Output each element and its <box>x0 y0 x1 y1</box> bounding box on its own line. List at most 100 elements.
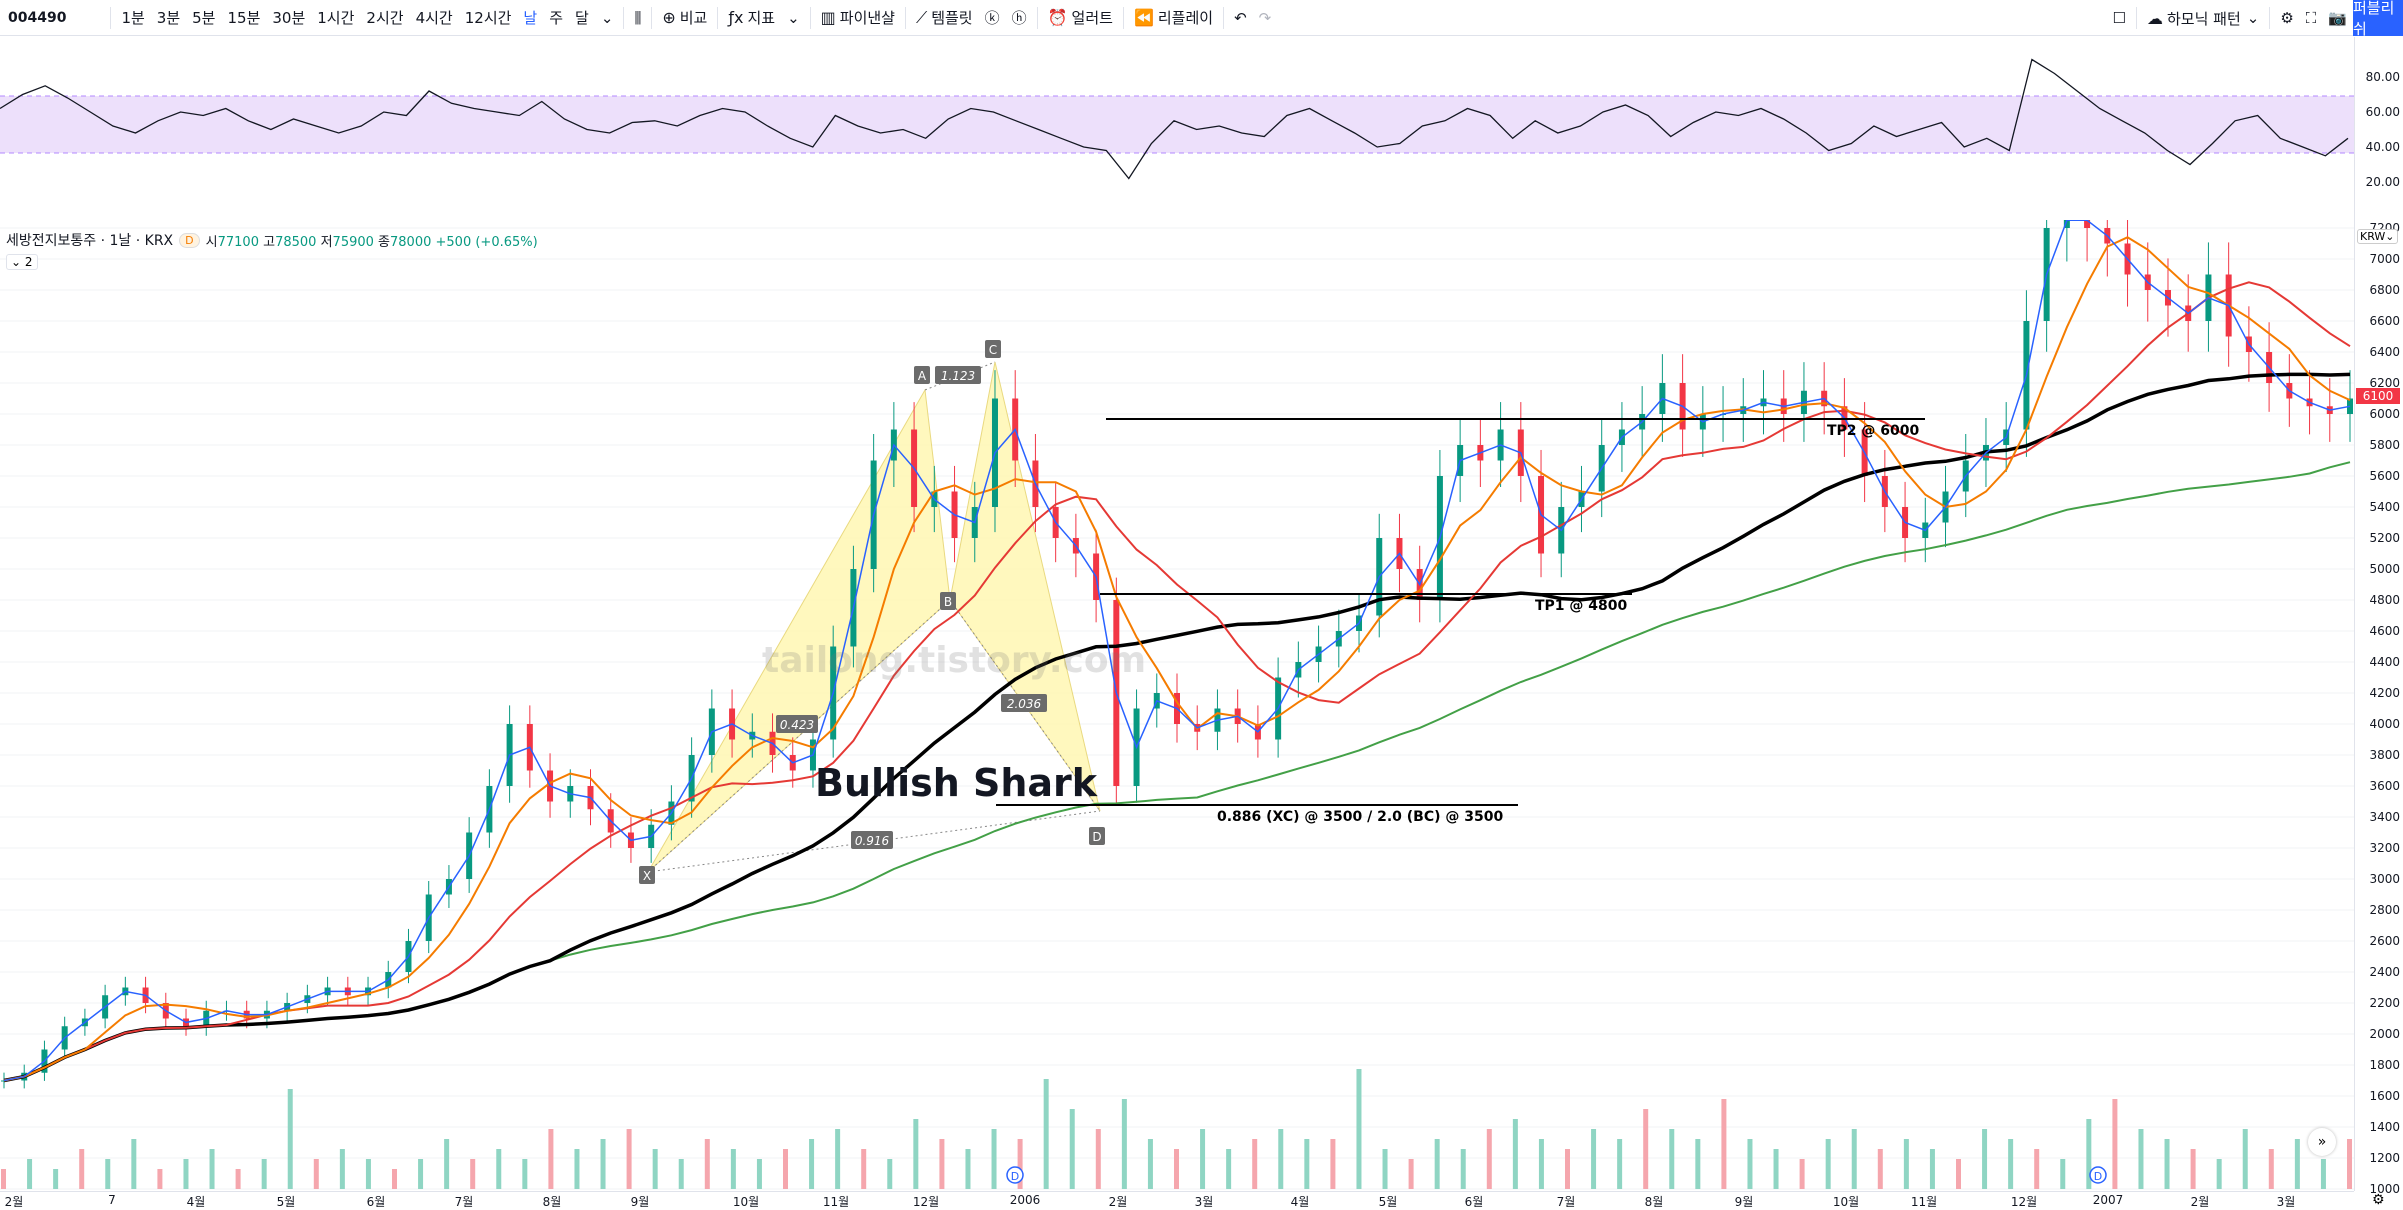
candle-body <box>2347 398 2353 414</box>
currency-selector[interactable]: KRW⌄ <box>2357 229 2398 244</box>
interval-1h[interactable]: 1시간 <box>317 9 355 27</box>
svg-text:D: D <box>1011 1170 1019 1183</box>
ma-red-line <box>3 281 2351 1082</box>
indicators-chevron-icon[interactable]: ⌄ <box>787 8 800 27</box>
indicators-button[interactable]: ƒx 지표 <box>722 0 781 36</box>
fullscreen-icon[interactable]: ⛶ <box>2305 9 2317 27</box>
price-tick-label: 5800 <box>2369 438 2400 452</box>
price-scale[interactable]: 7200 7000 6800 6600 6400 6200 6000 5800 5600 5400… <box>2354 37 2403 1196</box>
legend-ohlc: 시77100 고78500 저75900 종78000 +500 (+0.65%… <box>206 231 538 250</box>
ratio-bd-label: 2.036 <box>1007 697 1042 711</box>
legend-title[interactable]: 세방전지보통주 · 1날 · KRX <box>6 233 174 249</box>
collapse-indicators-button[interactable]: ⌄ 2 <box>6 254 38 270</box>
currency-label: KRW <box>2360 230 2386 243</box>
point-b[interactable]: B <box>940 592 956 610</box>
toolbar-divider <box>651 6 653 29</box>
interval-4h[interactable]: 4시간 <box>415 9 453 27</box>
replay-button[interactable]: ⏪ 리플레이 <box>1128 0 1219 36</box>
time-tick-label: 4월 <box>1290 1195 1310 1209</box>
time-tick-label: 11월 <box>1910 1195 1938 1209</box>
compare-button[interactable]: ⊕ 비교 <box>656 0 713 36</box>
main-chart-pane[interactable]: TP2 @ 6000 TP1 @ 4800 0.886 (XC) @ 3500 … <box>0 220 2354 1191</box>
price-tick-label: 6200 <box>2369 376 2400 390</box>
interval-month[interactable]: 달 <box>575 9 589 27</box>
volume-bar <box>2138 1129 2144 1189</box>
candle-body <box>1 1080 7 1082</box>
point-c[interactable]: C <box>985 340 1001 358</box>
compare-label: 비교 <box>679 9 708 27</box>
interval-3m[interactable]: 3분 <box>156 9 181 27</box>
volume-bar <box>1617 1139 1623 1189</box>
time-tick-label: 5월 <box>276 1195 296 1209</box>
time-tick-label: 12월 <box>2010 1195 2038 1209</box>
volume-bar <box>53 1169 59 1189</box>
interval-1m[interactable]: 1분 <box>121 9 145 27</box>
interval-day[interactable]: 날 <box>523 9 538 27</box>
ma-orange-line <box>3 236 2351 1082</box>
candle-style-icon[interactable]: ⫼ <box>634 8 642 27</box>
volume-bar <box>105 1159 111 1189</box>
volume-bar <box>2008 1139 2014 1189</box>
svg-text:D: D <box>2094 1170 2102 1183</box>
layout-square-icon[interactable]: ☐ <box>2112 9 2126 27</box>
interval-2h[interactable]: 2시간 <box>366 9 404 27</box>
volume-bar <box>1982 1129 1988 1189</box>
interval-5m[interactable]: 5분 <box>192 9 216 27</box>
settings-gear-icon[interactable]: ⚙ <box>2280 9 2294 27</box>
point-x[interactable]: X <box>639 866 655 884</box>
alert-button[interactable]: ⏰ 얼러트 <box>1042 0 1119 36</box>
price-tick-label: 7000 <box>2369 252 2400 266</box>
interval-15m[interactable]: 15분 <box>227 9 261 27</box>
toolbar-divider <box>904 6 906 29</box>
volume-bar <box>2320 1159 2326 1189</box>
point-d[interactable]: D <box>1089 827 1105 845</box>
volume-bar <box>783 1149 788 1189</box>
time-tick-label: 8월 <box>542 1195 562 1209</box>
price-tick-label: 1200 <box>2369 1151 2400 1165</box>
dividend-marker[interactable]: D <box>2089 1166 2107 1184</box>
rsi-pane[interactable] <box>0 37 2354 220</box>
volume-bar <box>2034 1149 2040 1189</box>
volume-bar <box>392 1169 397 1189</box>
scroll-to-realtime-icon[interactable]: » <box>2308 1128 2336 1156</box>
time-tick-label: 2006 <box>1009 1193 1041 1207</box>
volume-bar <box>1069 1109 1075 1189</box>
volume-bar <box>131 1139 137 1189</box>
chart-legend: 세방전지보통주 · 1날 · KRX D 시77100 고78500 저7590… <box>6 230 538 250</box>
volume-bar <box>1747 1139 1753 1189</box>
interval-30m[interactable]: 30분 <box>272 9 306 27</box>
volume-bar <box>1825 1139 1831 1189</box>
redo-icon[interactable]: ↷ <box>1258 8 1272 27</box>
interval-12h[interactable]: 12시간 <box>464 9 512 27</box>
time-axis[interactable]: 2월 7 4월 5월 6월 7월 8월 9월 10월 11월 12월 2006 2월 3월 4월 5월 6월 7월… <box>0 1191 2354 1210</box>
volume-bar <box>1174 1149 1179 1189</box>
harmonic-pattern-button[interactable]: ☁ 하모닉 패턴 ⌄ <box>2141 0 2265 36</box>
publish-button[interactable]: 퍼블리쉬 <box>2353 0 2403 38</box>
toolbar-divider <box>1036 6 1038 29</box>
watermark: tailong.tistory.com <box>762 640 1147 681</box>
collapse-count: 2 <box>24 255 33 269</box>
undo-icon[interactable]: ↶ <box>1234 8 1247 27</box>
price-tick-label: 6800 <box>2369 283 2400 297</box>
ratio-ac: 1.123 <box>935 366 981 384</box>
point-a[interactable]: A <box>914 366 930 384</box>
volume-bar <box>1512 1119 1518 1189</box>
templates-button[interactable]: ⟋ 템플릿 <box>910 0 979 36</box>
templates-label: 템플릿 <box>931 9 973 27</box>
volume-bar <box>678 1159 684 1189</box>
volume-bar <box>339 1149 345 1189</box>
pine-button[interactable]: ▥ 파이낸샬 <box>815 0 901 36</box>
ratio-ac-label: 1.123 <box>941 369 975 383</box>
time-tick-label: 3월 <box>2276 1195 2296 1209</box>
bar-chart-icon: ▥ <box>820 8 836 27</box>
template-slot-icon[interactable]: ⓚ <box>984 9 1000 27</box>
axis-settings-gear-icon[interactable]: ⚙ <box>2372 1192 2385 1208</box>
dividend-marker[interactable]: D <box>1006 1166 1024 1184</box>
interval-dropdown-chevron-icon[interactable]: ⌄ <box>600 8 614 27</box>
interval-week[interactable]: 주 <box>549 9 564 27</box>
volume-bar <box>1043 1079 1049 1189</box>
symbol-search[interactable]: 004490 <box>8 9 67 26</box>
template-slot-icon[interactable]: ⓗ <box>1011 9 1027 27</box>
camera-icon[interactable]: 📷 <box>2328 9 2347 27</box>
alarm-clock-icon: ⏰ <box>1047 8 1068 27</box>
